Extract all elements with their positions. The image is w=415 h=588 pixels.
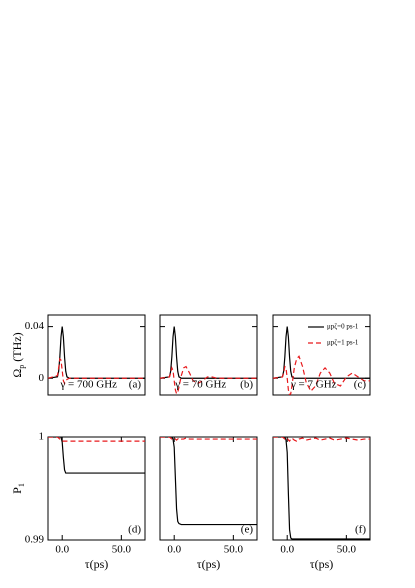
series-line [160,437,257,441]
x-axis-label: τ(ps) [310,557,333,571]
y-tick-label: 0.99 [25,534,45,546]
plot-frame [159,314,258,396]
panel: 0.0 50.0 (f) τ(ps) [272,436,371,571]
panel: μpζ=0 ps-1 μpζ=1 ps-1 γ = 7 GHz (c) [272,314,371,396]
panel-annotation: γ = 70 GHz [174,379,226,391]
y-axis-label-part: Ω [10,369,24,378]
x-axis-label: τ(ps) [85,557,108,571]
x-tick-label: 0.0 [280,544,294,556]
panel: γ = 70 GHz (b) [159,314,258,396]
x-tick-label: 50.0 [112,544,132,556]
y-axis-label-part: P [10,487,24,494]
panel-letter: (d) [128,524,141,536]
x-tick-label: 0.0 [167,544,181,556]
panel-annotation: γ = 700 GHz [59,379,117,391]
legend-label: μpζ=1 ps-1 [327,339,359,347]
plot-frame [47,314,146,396]
series-line [48,326,145,379]
series-line [273,437,370,443]
plot-frame [47,436,146,541]
series-line [48,437,145,442]
y-axis-label-part: 1 [17,483,26,487]
series-line [160,437,257,526]
plot-frame [272,314,371,396]
x-tick-label: 50.0 [224,544,244,556]
panel-letter: (c) [354,379,367,391]
panel-annotation: γ = 7 GHz [290,379,337,391]
x-axis-label: τ(ps) [197,557,220,571]
y-axis-label-part: (THz) [10,332,24,364]
panel: 0 0.04 γ = 700 GHz (a) Ωp (THz) [10,314,146,396]
panel: 0.0 50.0 (e) τ(ps) [159,436,258,571]
x-tick-label: 50.0 [337,544,357,556]
series-line [160,365,257,395]
series-line [273,326,370,379]
panel-letter: (b) [240,379,253,391]
x-tick-label: 0.0 [55,544,69,556]
series-line [273,355,370,395]
plot-frame [159,436,258,541]
y-axis-label: P1 [10,483,27,494]
series-line [48,357,145,385]
panel-letter: (a) [129,379,142,391]
series-line [160,326,257,379]
panel-letter: (f) [355,524,366,536]
y-axis-label-part: p [17,365,26,369]
series-line [48,437,145,474]
y-tick-label: 0 [39,372,45,384]
y-tick-label: 1 [39,431,45,443]
plot-frame [272,436,371,541]
y-axis-label: Ωp (THz) [10,332,27,377]
series-line [273,437,370,540]
legend-label: μpζ=0 ps-1 [327,323,359,331]
y-tick-label: 0.04 [25,320,45,332]
panel-letter: (e) [241,524,254,536]
